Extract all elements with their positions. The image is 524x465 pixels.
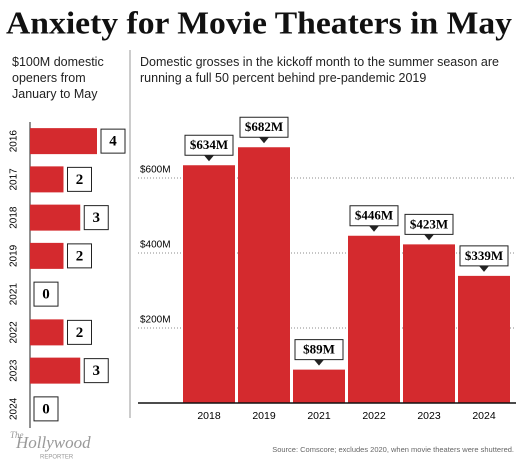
- bar: [458, 275, 510, 403]
- y-tick-label: $600M: [140, 165, 171, 176]
- data-label: 3: [93, 210, 101, 226]
- value-box: [100, 128, 126, 154]
- data-label: 2: [76, 248, 84, 264]
- bar: [30, 204, 81, 231]
- logo-name: Hollywood: [15, 433, 91, 452]
- y-tick-label: 2019: [9, 244, 20, 267]
- bar: [30, 357, 81, 384]
- data-label: $446M: [355, 208, 393, 223]
- value-box: [67, 166, 92, 192]
- value-pointer: [424, 234, 434, 241]
- y-tick-label: $200M: [140, 315, 171, 326]
- source: Source: Comscore; excludes 2020, when mo…: [272, 445, 514, 454]
- bar: [183, 165, 235, 403]
- data-label: $339M: [465, 248, 503, 263]
- value-box: [67, 243, 92, 269]
- value-box: [83, 205, 109, 231]
- x-tick-label: 2021: [307, 410, 331, 422]
- data-label: 3: [93, 363, 101, 379]
- value-pointer: [314, 359, 324, 366]
- y-tick-label: 2023: [9, 359, 20, 382]
- right-subtitle: Domestic grosses in the kickoff month to…: [140, 55, 499, 85]
- y-tick-label: $400M: [140, 240, 171, 251]
- chart-title: Anxiety for Movie Theaters in May: [6, 4, 512, 40]
- y-tick-label: 2024: [9, 397, 20, 420]
- data-label: 4: [109, 134, 117, 150]
- data-label: 0: [42, 287, 50, 303]
- y-tick-label: 2022: [9, 321, 20, 344]
- y-tick-label: 2017: [9, 168, 20, 191]
- value-box: [67, 319, 92, 345]
- value-pointer: [369, 225, 379, 232]
- data-label: 2: [76, 172, 84, 188]
- bar: [30, 166, 64, 193]
- bar: [30, 242, 64, 269]
- value-box: [33, 281, 59, 307]
- logo-sub: REPORTER: [40, 455, 74, 461]
- bar: [293, 369, 345, 403]
- value-pointer: [204, 155, 214, 162]
- x-tick-label: 2018: [197, 410, 221, 422]
- value-box: [33, 396, 59, 422]
- data-label: $634M: [190, 137, 228, 152]
- x-tick-label: 2024: [472, 410, 496, 422]
- value-box: [83, 358, 109, 384]
- value-pointer: [259, 137, 269, 144]
- data-label: $423M: [410, 216, 448, 231]
- y-tick-label: 2018: [9, 206, 20, 229]
- y-tick-label: 2016: [9, 130, 20, 153]
- data-label: 2: [76, 325, 84, 341]
- data-label: $682M: [245, 119, 283, 134]
- data-label: 0: [42, 401, 50, 417]
- data-label: $89M: [303, 342, 335, 357]
- bar: [238, 147, 290, 403]
- y-tick-label: 2021: [9, 283, 20, 306]
- x-tick-label: 2019: [252, 410, 276, 422]
- bar: [30, 128, 97, 155]
- logo-the: The: [10, 430, 24, 440]
- left-subtitle: $100M domestic openers from January to M…: [12, 55, 104, 101]
- x-tick-label: 2022: [362, 410, 386, 422]
- bar: [403, 244, 455, 403]
- bar: [30, 319, 64, 346]
- x-tick-label: 2023: [417, 410, 441, 422]
- value-pointer: [479, 265, 489, 272]
- bar: [348, 235, 400, 403]
